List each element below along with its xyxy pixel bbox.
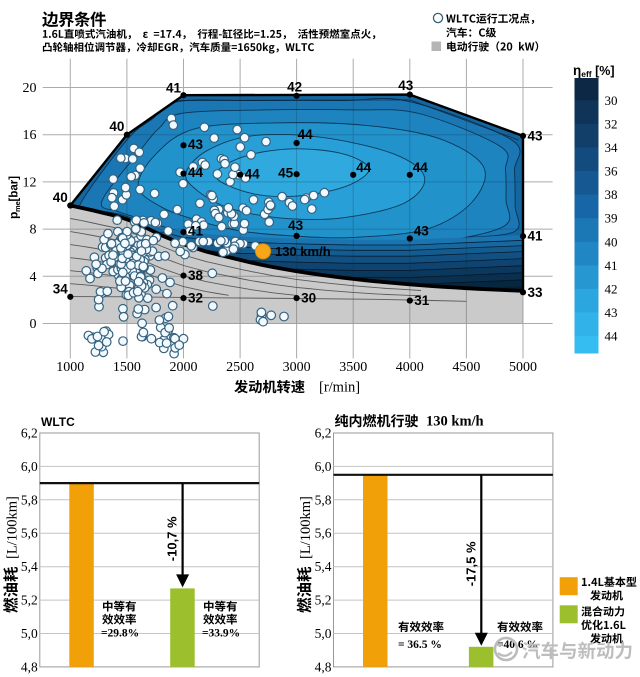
svg-text:38: 38 (188, 268, 204, 283)
svg-text:me: me (13, 201, 22, 212)
svg-text:34: 34 (605, 140, 619, 155)
svg-text:p: p (7, 212, 21, 219)
svg-text:5,6: 5,6 (21, 526, 38, 541)
svg-text:36: 36 (605, 164, 619, 179)
svg-text:44: 44 (605, 329, 619, 344)
svg-text:130 km/h: 130 km/h (275, 244, 331, 259)
svg-text:3500: 3500 (339, 360, 367, 375)
svg-text:39: 39 (605, 211, 618, 226)
svg-text:= 36.5 %: = 36.5 % (398, 639, 442, 651)
svg-text:5,4: 5,4 (21, 559, 38, 574)
svg-text:[L/100km]: [L/100km] (5, 496, 21, 559)
svg-text:-10,7 %: -10,7 % (165, 516, 180, 561)
svg-text:4: 4 (30, 270, 37, 285)
svg-text:31: 31 (414, 293, 430, 308)
svg-text:44: 44 (413, 160, 429, 175)
svg-text:5,0: 5,0 (21, 626, 38, 641)
svg-text:=29.8%: =29.8% (101, 628, 139, 640)
svg-text:5,4: 5,4 (315, 559, 332, 574)
svg-text:5,2: 5,2 (21, 593, 38, 608)
svg-text:5,8: 5,8 (315, 492, 332, 507)
svg-text:16: 16 (23, 128, 37, 143)
svg-text:4000: 4000 (396, 360, 424, 375)
svg-text:3000: 3000 (283, 360, 311, 375)
svg-text:43: 43 (414, 224, 430, 239)
svg-text:20: 20 (23, 81, 37, 96)
svg-text:[bar]: [bar] (9, 176, 21, 202)
svg-text:6,2: 6,2 (315, 426, 332, 441)
svg-text:0: 0 (30, 317, 37, 332)
svg-text:43: 43 (398, 78, 414, 93)
svg-text:1000: 1000 (56, 360, 84, 375)
svg-text:32: 32 (605, 116, 618, 131)
svg-text:2000: 2000 (170, 360, 198, 375)
svg-text:40: 40 (53, 190, 68, 205)
svg-text:41: 41 (188, 224, 204, 239)
svg-text:43: 43 (288, 218, 304, 233)
svg-text:42: 42 (605, 281, 618, 296)
svg-text:43: 43 (605, 305, 618, 320)
svg-text:43: 43 (188, 137, 204, 152)
svg-text:41: 41 (605, 258, 618, 273)
svg-text:4500: 4500 (452, 360, 480, 375)
svg-text:44: 44 (245, 166, 261, 181)
svg-text:5,8: 5,8 (21, 492, 38, 507)
svg-text:34: 34 (53, 281, 69, 296)
svg-text:=33.9%: =33.9% (202, 628, 240, 640)
svg-text:6,0: 6,0 (21, 459, 38, 474)
svg-text:ηeff [%]: ηeff [%] (573, 63, 615, 79)
svg-text:44: 44 (298, 127, 314, 142)
svg-text:1500: 1500 (113, 360, 141, 375)
svg-text:6,2: 6,2 (21, 426, 38, 441)
svg-text:44: 44 (356, 160, 372, 175)
svg-text:5,6: 5,6 (315, 526, 332, 541)
svg-text:WLTC: WLTC (41, 415, 75, 429)
svg-text:40: 40 (605, 234, 618, 249)
svg-text:45: 45 (278, 166, 294, 181)
svg-text:41: 41 (166, 81, 182, 96)
svg-text:[L/100km]: [L/100km] (298, 496, 314, 559)
svg-text:[r/min]: [r/min] (319, 380, 360, 396)
svg-text:-17,5 %: -17,5 % (463, 541, 478, 586)
svg-text:4,8: 4,8 (315, 659, 332, 674)
svg-text:41: 41 (528, 229, 544, 244)
svg-text:40: 40 (109, 119, 124, 134)
svg-text:8: 8 (30, 223, 37, 238)
svg-text:43: 43 (528, 128, 544, 143)
svg-text:42: 42 (287, 79, 302, 94)
svg-text:6,0: 6,0 (315, 459, 332, 474)
svg-text:4,8: 4,8 (21, 659, 38, 674)
svg-text:5,0: 5,0 (315, 626, 332, 641)
svg-text:30: 30 (605, 93, 618, 108)
svg-text:2500: 2500 (226, 360, 254, 375)
svg-text:38: 38 (605, 187, 618, 202)
svg-text:33: 33 (528, 285, 544, 300)
svg-text:12: 12 (23, 175, 37, 190)
svg-text:44: 44 (188, 165, 204, 180)
svg-text:30: 30 (301, 291, 316, 306)
svg-text:5,2: 5,2 (315, 593, 332, 608)
svg-text:5000: 5000 (509, 360, 537, 375)
svg-text:32: 32 (188, 291, 203, 306)
svg-text:130 km/h: 130 km/h (426, 414, 484, 430)
